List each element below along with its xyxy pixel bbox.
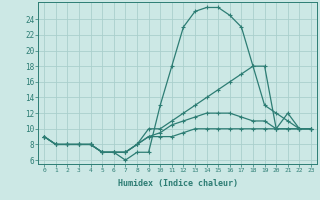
X-axis label: Humidex (Indice chaleur): Humidex (Indice chaleur): [118, 179, 238, 188]
